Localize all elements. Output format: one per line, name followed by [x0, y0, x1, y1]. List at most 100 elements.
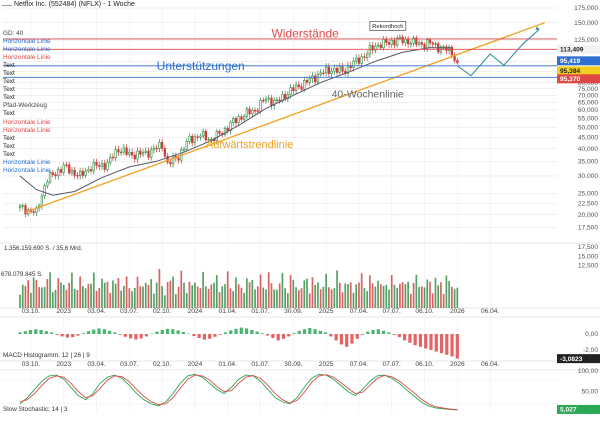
volume-bar	[219, 292, 221, 308]
macd-bar	[371, 330, 374, 334]
volume-bar	[246, 278, 248, 308]
candle-body	[164, 148, 166, 156]
overlay-label-9[interactable]: Pfad-Werkzeug	[3, 102, 51, 110]
x-tick-label: 2024	[188, 308, 203, 315]
overlay-label-14[interactable]: Text	[3, 143, 51, 151]
x-tick-label: 2023	[56, 308, 71, 315]
volume-bar	[380, 284, 382, 308]
candle-body	[123, 148, 125, 152]
macd-bar	[192, 334, 195, 336]
volume-y-tick: 17,500	[578, 244, 599, 251]
x-tick-label: 06.10.	[415, 361, 434, 368]
x-tick-label: 01.04.	[219, 308, 238, 315]
macd-bar	[24, 331, 27, 334]
volume-bar	[224, 284, 226, 308]
candle-body	[385, 39, 387, 42]
macd-bar	[319, 331, 322, 334]
macd-bar	[345, 334, 348, 347]
candle-body	[172, 156, 174, 164]
volume-bar	[383, 286, 385, 308]
stoch-label: Slow Stochastic: 14 | 3	[3, 406, 68, 413]
volume-bar	[407, 282, 409, 308]
candle-body	[268, 98, 270, 99]
overlay-label-17[interactable]: Horizontale Linie	[3, 167, 51, 175]
macd-bar	[456, 334, 459, 359]
volume-bar	[355, 284, 357, 308]
volume-bar	[66, 290, 68, 308]
candle-body	[394, 40, 396, 45]
overlay-label-11[interactable]: Horizontale Linie	[3, 119, 51, 127]
candle-body	[90, 170, 92, 171]
volume-bar	[98, 288, 100, 308]
macd-bar	[140, 334, 143, 338]
overlay-label-1[interactable]: Horizontale Linie	[3, 38, 51, 46]
overlay-label-12[interactable]: Horizontale Linie	[3, 127, 51, 135]
overlay-label-5[interactable]: Text	[3, 70, 51, 78]
candle-body	[295, 85, 297, 91]
price-badge-text: 95,384	[560, 68, 581, 75]
macd-bar	[124, 334, 127, 337]
candle-body	[159, 142, 161, 148]
candle-body	[148, 151, 150, 157]
volume-bar	[273, 289, 275, 308]
candle-body	[98, 165, 100, 166]
candle-body	[284, 94, 286, 98]
overlay-label-8[interactable]: Text	[3, 94, 51, 102]
overlay-label-2[interactable]: Horizontale Linie	[3, 46, 51, 54]
candle-body	[189, 136, 191, 141]
macd-bar	[419, 334, 422, 347]
volume-bar	[238, 284, 240, 308]
overlay-label-7[interactable]: Text	[3, 86, 51, 94]
volume-bar	[145, 283, 147, 308]
volume-bar	[306, 279, 308, 308]
volume-bar	[366, 291, 368, 308]
overlay-label-4[interactable]: Text	[3, 62, 51, 70]
volume-bar	[85, 288, 87, 308]
candle-body	[126, 148, 128, 155]
volume-bar	[153, 294, 155, 308]
volume-bar	[394, 285, 396, 308]
candle-body	[432, 43, 434, 44]
volume-bar	[87, 284, 89, 308]
overlay-label-10[interactable]: Text	[3, 110, 51, 118]
candle-body	[202, 131, 204, 136]
macd-value-badge: -3,0823	[560, 356, 583, 363]
volume-bar	[194, 282, 196, 308]
overlay-label-16[interactable]: Horizontale Linie	[3, 159, 51, 167]
macd-bar	[171, 329, 174, 334]
macd-bar	[329, 334, 332, 336]
candle-body	[161, 142, 163, 148]
x-tick-label: 30.09.	[284, 361, 303, 368]
macd-bar	[403, 334, 406, 340]
overlay-label-15[interactable]: Text	[3, 151, 51, 159]
macd-bar	[129, 334, 132, 338]
candle-body	[421, 43, 423, 45]
y-tick-label: 125,000	[574, 37, 598, 44]
macd-bar	[382, 331, 385, 334]
volume-bar	[292, 280, 294, 308]
macd-bar	[335, 334, 338, 340]
macd-bar	[282, 334, 285, 339]
overlay-label-6[interactable]: Text	[3, 78, 51, 86]
candle-body	[19, 206, 21, 208]
overlay-label-3[interactable]: Horizontale Linie	[3, 54, 51, 62]
macd-bar	[277, 334, 280, 340]
volume-bar	[369, 275, 371, 308]
overlay-label-13[interactable]: Text	[3, 135, 51, 143]
macd-bar	[34, 329, 37, 334]
macd-bar	[308, 328, 311, 334]
volume-bar	[421, 286, 423, 308]
macd-bar	[224, 332, 227, 334]
x-tick-label: 02.10.	[153, 361, 172, 368]
candle-body	[391, 40, 393, 44]
annotation-support: Unterstützungen	[157, 59, 245, 73]
candle-body	[383, 39, 385, 47]
price-badge: 95,419	[557, 56, 600, 65]
volume-bar	[55, 290, 57, 308]
macd-bar	[113, 332, 116, 334]
macd-bar	[366, 332, 369, 334]
candle-body	[107, 163, 109, 170]
candle-body	[424, 44, 426, 48]
volume-bar	[107, 282, 109, 308]
overlay-label-0[interactable]: GD: 40	[3, 30, 51, 38]
